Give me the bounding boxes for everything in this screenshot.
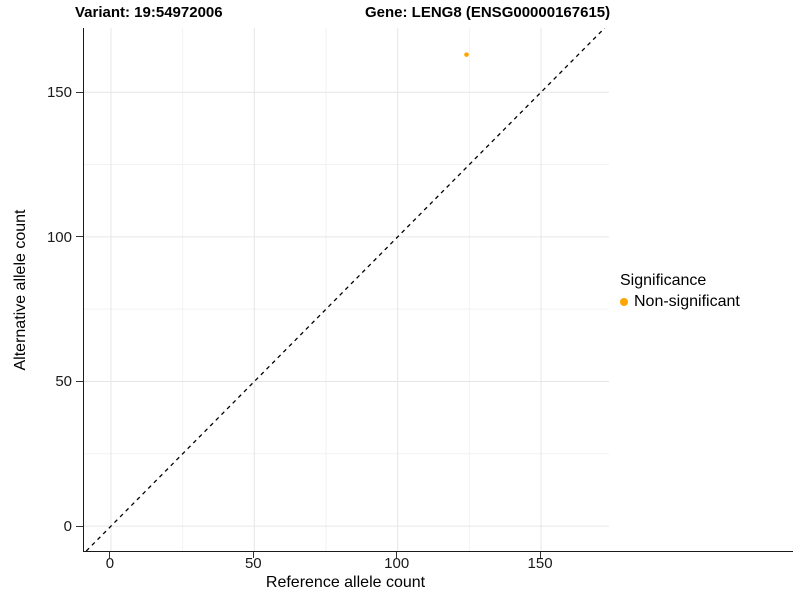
- plot-panel: [83, 28, 609, 551]
- y-tick-label: 50: [55, 373, 72, 391]
- y-tick-mark: [76, 236, 83, 238]
- x-tick-mark: [539, 552, 541, 558]
- x-tick-label: 100: [384, 555, 410, 572]
- x-tick-mark: [109, 552, 111, 558]
- legend-item: Non-significant: [620, 293, 740, 311]
- y-tick-label: 150: [46, 84, 72, 102]
- y-tick-mark: [76, 91, 83, 93]
- x-tick-mark: [252, 552, 254, 558]
- x-tick-label: 50: [244, 555, 262, 572]
- x-tick-label: 150: [527, 555, 553, 572]
- x-tick-label: 0: [105, 555, 115, 572]
- legend-title: Significance: [620, 272, 707, 289]
- plot-area-svg: [84, 28, 609, 551]
- legend: Significance Non-significant: [620, 272, 740, 311]
- x-axis-title: Reference allele count: [265, 574, 426, 591]
- variant-title: Variant: 19:54972006: [75, 4, 223, 21]
- x-axis-line: [83, 550, 793, 552]
- legend-point-icon: [620, 298, 628, 306]
- gene-title: Gene: LENG8 (ENSG00000167615): [365, 4, 611, 21]
- y-axis-title: Alternative allele count: [12, 209, 29, 371]
- y-tick-label: 0: [63, 518, 72, 536]
- y-tick-mark: [76, 525, 83, 527]
- x-tick-mark: [396, 552, 398, 558]
- y-tick-mark: [76, 380, 83, 382]
- legend-item-label: Non-significant: [634, 293, 740, 310]
- data-point: [464, 52, 469, 57]
- identity-line: [85, 28, 606, 551]
- y-tick-label: 100: [46, 228, 72, 246]
